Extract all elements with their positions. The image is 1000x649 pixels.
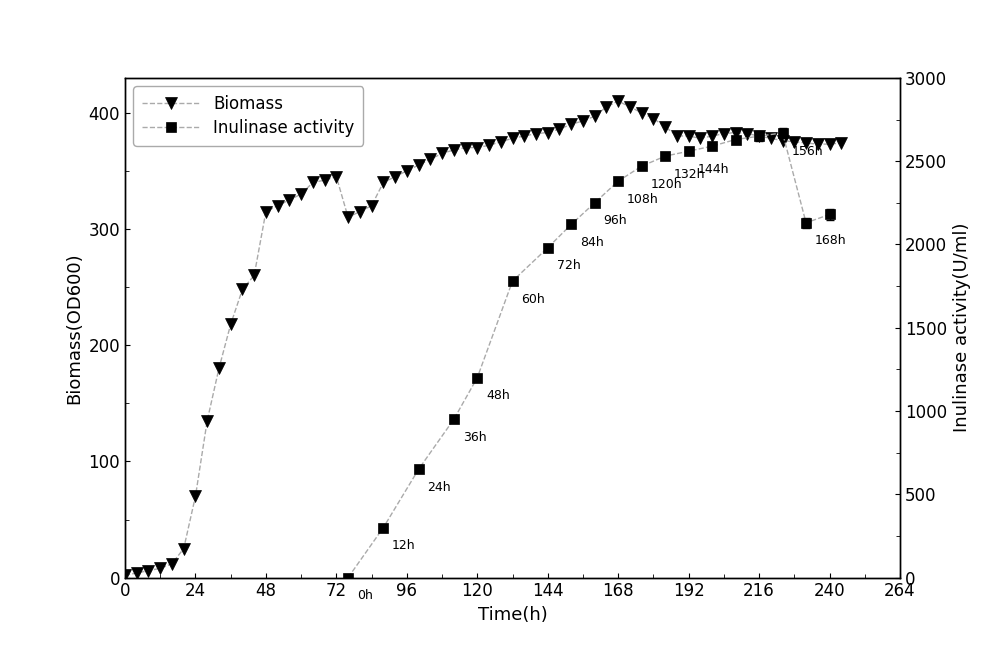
Text: 60h: 60h: [521, 293, 545, 306]
Text: 24h: 24h: [427, 481, 451, 494]
Inulinase activity: [824, 210, 836, 218]
Biomass: [307, 178, 319, 186]
Biomass: [835, 139, 847, 147]
Text: 72h: 72h: [557, 260, 580, 273]
Biomass: [471, 143, 483, 151]
X-axis label: Time(h): Time(h): [478, 606, 547, 624]
Inulinase activity: [636, 162, 648, 170]
Biomass: [553, 125, 565, 133]
Inulinase activity: [730, 136, 742, 143]
Inulinase activity: [589, 199, 601, 206]
Text: 132h: 132h: [674, 168, 705, 181]
Text: 144h: 144h: [697, 163, 729, 176]
Inulinase activity: [342, 574, 354, 582]
Biomass: [260, 208, 272, 215]
Inulinase activity: [448, 415, 460, 423]
Biomass: [612, 97, 624, 105]
Inulinase activity: [413, 465, 425, 473]
Inulinase activity: [777, 129, 789, 137]
Biomass: [753, 132, 765, 140]
Text: 168h: 168h: [815, 234, 846, 247]
Text: 0h: 0h: [357, 589, 373, 602]
Inulinase activity: [800, 219, 812, 227]
Inulinase activity: [659, 153, 671, 160]
Text: 84h: 84h: [580, 236, 604, 249]
Inulinase activity: [565, 221, 577, 228]
Inulinase activity: [471, 374, 483, 382]
Inulinase activity: [706, 142, 718, 150]
Line: Inulinase activity: Inulinase activity: [343, 128, 834, 582]
Text: 120h: 120h: [650, 178, 682, 191]
Legend: Biomass, Inulinase activity: Biomass, Inulinase activity: [133, 86, 363, 145]
Inulinase activity: [506, 277, 518, 285]
Y-axis label: Biomass(OD600): Biomass(OD600): [65, 252, 83, 404]
Biomass: [119, 571, 131, 579]
Line: Biomass: Biomass: [119, 95, 847, 581]
Text: 96h: 96h: [604, 214, 627, 227]
Text: 108h: 108h: [627, 193, 659, 206]
Text: 36h: 36h: [463, 431, 486, 444]
Inulinase activity: [753, 132, 765, 140]
Inulinase activity: [542, 244, 554, 252]
Inulinase activity: [377, 524, 389, 532]
Biomass: [178, 545, 190, 552]
Text: 156h: 156h: [791, 145, 823, 158]
Text: 12h: 12h: [392, 539, 416, 552]
Inulinase activity: [612, 177, 624, 185]
Text: 48h: 48h: [486, 389, 510, 402]
Y-axis label: Inulinase activity(U/ml): Inulinase activity(U/ml): [953, 223, 971, 432]
Inulinase activity: [683, 147, 695, 155]
